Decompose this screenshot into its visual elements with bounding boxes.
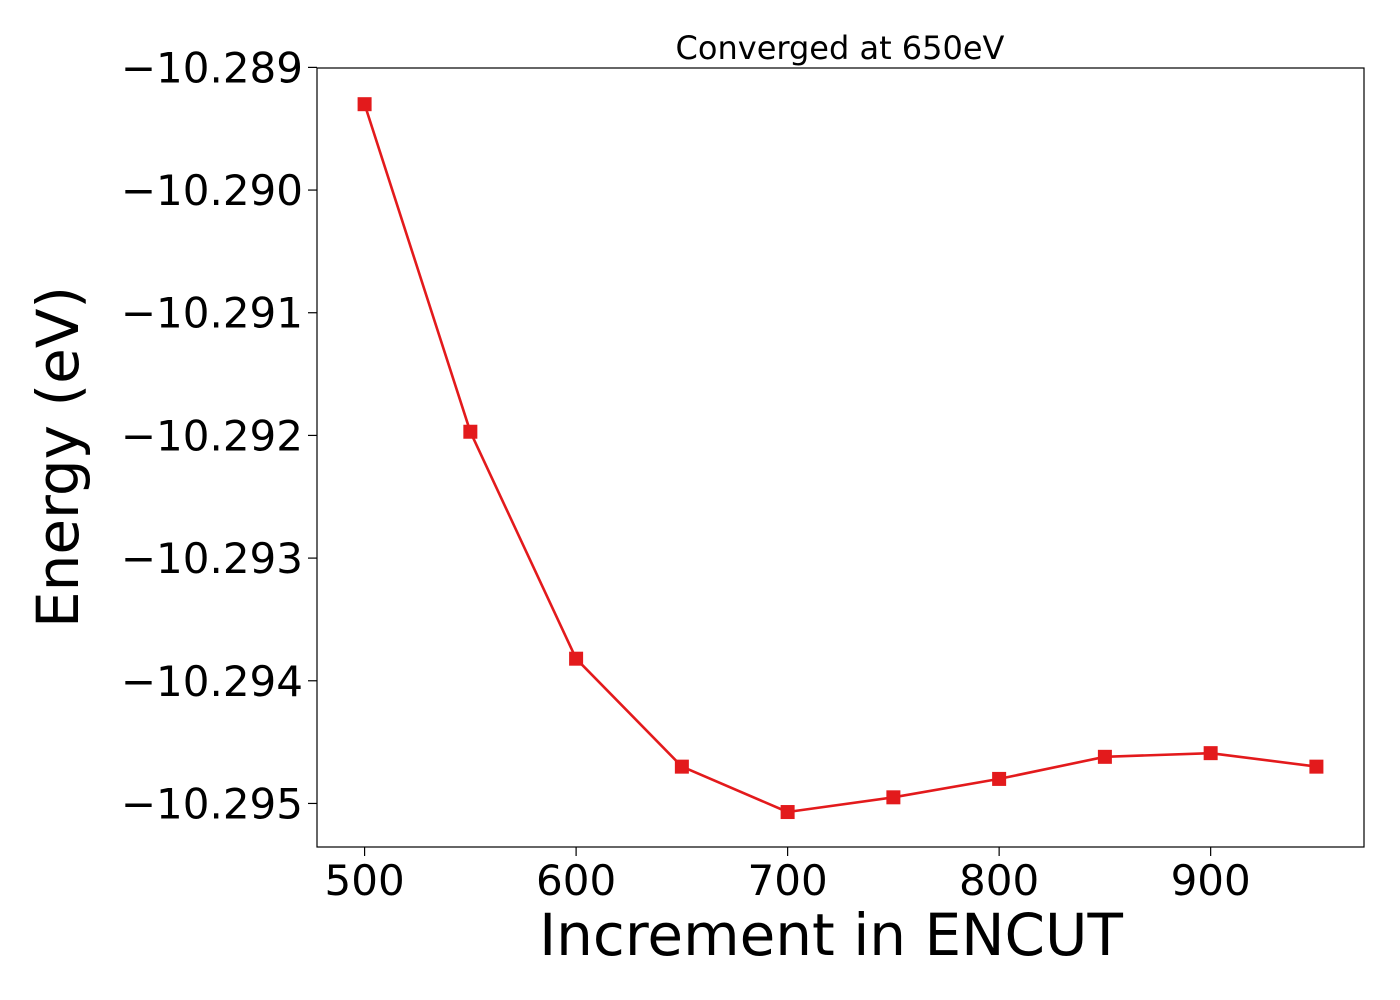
y-tick-label: −10.290 — [121, 166, 303, 215]
x-tick-label: 500 — [325, 856, 405, 905]
data-point-marker — [886, 790, 901, 805]
y-tick-label: −10.292 — [121, 411, 303, 460]
x-tick-label: 600 — [536, 856, 616, 905]
y-axis-title: Energy (eV) — [24, 286, 92, 628]
y-tick-label: −10.291 — [121, 289, 303, 338]
chart-title: Converged at 650eV — [676, 29, 1005, 67]
data-point-marker — [1309, 759, 1324, 774]
y-tick-label: −10.295 — [121, 779, 303, 828]
series-line — [363, 103, 1317, 814]
data-point-marker — [569, 651, 584, 666]
data-point-marker — [992, 771, 1007, 786]
x-tick-label: 700 — [748, 856, 828, 905]
y-tick-label: −10.294 — [121, 657, 303, 706]
axes-frame — [316, 67, 1365, 848]
x-axis-title: Increment in ENCUT — [539, 901, 1123, 969]
plot-area — [357, 97, 1324, 820]
axis-ticks: 500 600 700 800 900 −10.289 −10.290 −10.291 −10.… — [121, 43, 1251, 905]
data-point-marker — [780, 805, 795, 820]
data-point-marker — [1097, 749, 1112, 764]
x-tick-label: 900 — [1171, 856, 1251, 905]
data-point-marker — [357, 97, 372, 112]
y-tick-label: −10.289 — [121, 43, 303, 92]
y-tick-label: −10.293 — [121, 534, 303, 583]
data-point-marker — [674, 759, 689, 774]
data-point-marker — [463, 424, 478, 439]
data-point-marker — [1203, 746, 1218, 761]
x-tick-label: 800 — [959, 856, 1039, 905]
